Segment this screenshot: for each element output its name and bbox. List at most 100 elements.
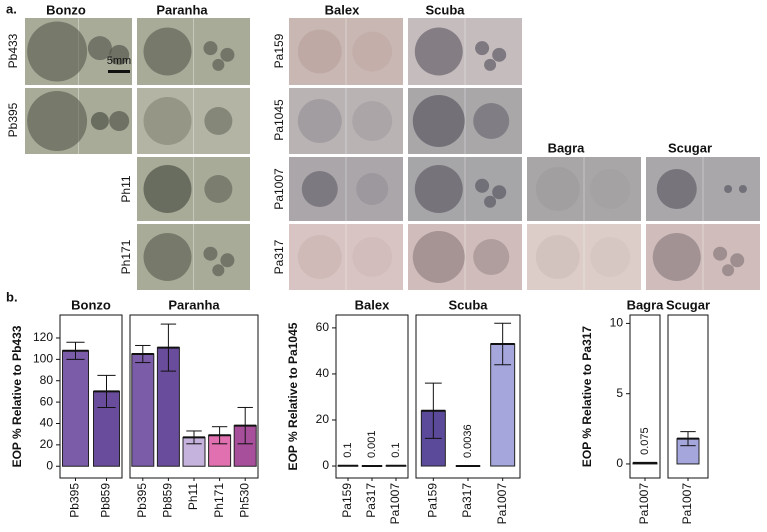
plaque [492, 185, 507, 200]
y-tick-label: 20 [40, 437, 54, 451]
plaque [412, 95, 465, 147]
plaque [220, 253, 235, 268]
chart-title: Paranha [168, 297, 220, 312]
plaque [297, 235, 342, 279]
plaque [212, 58, 225, 71]
photo-grid: 5mm [25, 18, 760, 290]
row-label: Pb395 [6, 102, 20, 137]
plaque [590, 169, 631, 209]
plaque [724, 185, 733, 193]
plaque [212, 264, 225, 277]
value-label: 0.0036 [462, 424, 474, 458]
y-tick-label: 40 [316, 366, 330, 380]
plaque [412, 231, 465, 283]
photo [289, 88, 403, 154]
value-label: 0.001 [366, 430, 378, 458]
y-tick-label: 10 [610, 316, 624, 330]
y-tick-label: 100 [33, 352, 53, 366]
plaque [535, 167, 580, 211]
plaque [204, 107, 233, 135]
plaque [203, 246, 218, 261]
chart-title: Scuba [448, 297, 488, 312]
panel-label: a. [6, 1, 17, 16]
bar [62, 350, 89, 467]
plaque [352, 237, 393, 277]
plaque [590, 237, 631, 277]
column-title: Balex [325, 2, 360, 17]
plaque [730, 253, 745, 268]
photo [289, 18, 403, 85]
y-tick-label: 5 [616, 386, 623, 400]
plaque [27, 91, 88, 151]
column-title: Bonzo [46, 2, 86, 17]
x-tick-label: Ph530 [237, 483, 251, 518]
scale-bar [108, 70, 130, 73]
x-tick-label: Pa1007 [495, 483, 509, 525]
plaque [484, 195, 497, 208]
plaque [414, 165, 463, 213]
plaque [484, 58, 497, 71]
column-title: Bagra [548, 140, 586, 155]
plaque [352, 31, 393, 72]
y-tick-label: 60 [40, 394, 54, 408]
y-tick-label: 120 [33, 330, 53, 344]
plaque [535, 235, 580, 279]
value-label: 0.1 [390, 443, 402, 458]
panel-label: b. [6, 289, 18, 304]
plaque [204, 175, 233, 203]
y-tick-label: 20 [316, 412, 330, 426]
column-title: Paranha [156, 2, 208, 17]
plaque [109, 44, 130, 65]
photo [289, 224, 403, 290]
bar [131, 353, 155, 467]
plaque [220, 47, 235, 62]
x-tick-label: Pb395 [68, 483, 82, 518]
plaque [713, 246, 728, 261]
y-axis-label: EOP % Relative to Pa317 [580, 326, 594, 468]
y-axis-label: EOP % Relative to Pa1045 [286, 322, 300, 470]
plaque [203, 41, 218, 56]
x-tick-label: Pa1007 [637, 483, 651, 525]
x-tick-label: Pa159 [340, 483, 354, 518]
plaque [90, 112, 109, 130]
x-tick-label: Ph171 [212, 483, 226, 518]
y-tick-label: 0 [46, 458, 53, 472]
plot-frame [59, 314, 123, 479]
value-label: 0.1 [342, 443, 354, 458]
row-label: Pb433 [6, 33, 20, 68]
x-tick-label: Pa1007 [388, 483, 402, 525]
x-tick-label: Pa317 [460, 483, 474, 518]
plaque [143, 233, 192, 281]
plaque [143, 165, 192, 213]
plaque [475, 178, 490, 193]
row-label: Ph11 [119, 175, 133, 202]
row-label: Ph171 [119, 239, 133, 274]
plaque [352, 101, 393, 141]
x-tick-label: Pb859 [99, 483, 113, 518]
x-tick-label: Pb395 [135, 483, 149, 518]
plaque [301, 171, 338, 207]
chart-title: Bagra [627, 297, 665, 312]
y-tick-label: 0 [322, 458, 329, 472]
plaque [738, 185, 747, 193]
row-label: Pa159 [272, 33, 286, 68]
plaque [27, 21, 88, 82]
plaque [492, 47, 507, 62]
plaque [356, 173, 389, 205]
plaque [143, 27, 192, 76]
scale-label: 5mm [107, 55, 131, 67]
y-axis-label: EOP % Relative to Pb433 [10, 325, 24, 467]
y-tick-label: 60 [316, 320, 330, 334]
plaque [656, 169, 697, 209]
photo [137, 88, 250, 154]
plaque [475, 41, 490, 56]
plaque [473, 239, 510, 275]
plaque [414, 27, 463, 76]
x-tick-label: Ph11 [186, 483, 200, 510]
plaque [297, 29, 342, 74]
chart-title: Balex [355, 297, 390, 312]
chart-title: Scugar [666, 297, 710, 312]
x-tick-label: Pa1007 [680, 483, 694, 525]
